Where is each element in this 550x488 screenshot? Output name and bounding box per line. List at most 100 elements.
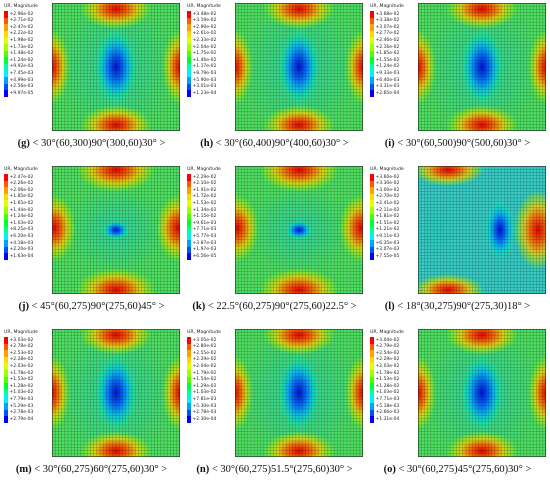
legend-value: +5.30e-03	[192, 403, 217, 409]
legend-swatch	[187, 356, 191, 364]
legend-value: +7.45e-03	[9, 70, 34, 76]
legend-swatch	[4, 409, 8, 417]
legend-value: +2.26e-02	[9, 181, 34, 187]
legend-swatch	[370, 90, 374, 97]
contour-panel-h: UR, Magnitude +3.48e-02 +3.19e-02 +2.90e-02…	[183, 0, 366, 162]
legend-value: +2.04e-02	[192, 363, 217, 369]
legend-swatch	[370, 37, 374, 44]
legend-swatch	[187, 187, 191, 194]
legend-value: +1.03e-02	[192, 390, 217, 396]
legend-value: +1.23e-04	[192, 90, 217, 96]
legend-swatch	[370, 220, 374, 227]
legend-value: +2.33e-02	[192, 37, 217, 43]
contour-mesh-plot	[235, 329, 363, 457]
legend-swatch	[187, 343, 191, 351]
panel-layup-text: < 30°(60,275)45°(275,60)30° >	[398, 464, 532, 475]
legend-value: +3.05e-02	[192, 337, 217, 343]
legend-swatch	[370, 246, 374, 254]
legend-swatch	[187, 370, 191, 377]
contour-panel-o: UR, Magnitude +3.04e-02 +2.79e-02 +2.54e-02…	[366, 326, 549, 488]
legend-value: +1.85e-02	[375, 51, 400, 57]
legend-value: +9.97e-05	[9, 90, 34, 96]
legend-swatch	[4, 396, 8, 403]
contour-panel-k: UR, Magnitude +2.29e-02 +2.10e-02 +1.91e-02…	[183, 163, 366, 325]
legend-value: +2.78e-03	[9, 410, 34, 416]
legend-title: UR, Magnitude	[370, 330, 404, 335]
legend-title: UR, Magnitude	[187, 167, 221, 172]
legend-swatch	[370, 193, 374, 201]
legend-swatch	[370, 77, 374, 84]
legend-value: +1.78e-02	[375, 370, 400, 376]
legend-swatch	[187, 24, 191, 31]
legend-value: +2.78e-02	[9, 344, 34, 350]
legend-value: +2.53e-02	[9, 350, 34, 356]
legend-value: +1.24e-02	[375, 64, 400, 70]
legend-swatch	[370, 11, 374, 18]
legend-value: +1.73e-02	[9, 44, 34, 50]
legend-swatch	[370, 213, 374, 221]
legend-swatch	[187, 240, 191, 247]
legend-swatch	[370, 389, 374, 397]
legend-swatch	[4, 246, 8, 254]
legend-value: +5.77e-03	[192, 233, 217, 239]
legend-value: +1.34e-02	[192, 207, 217, 213]
panel-caption: (h) < 30°(60,400)90°(400,60)30° >	[183, 138, 366, 149]
legend: UR, Magnitude +3.03e-02 +2.78e-02 +2.53e-02…	[4, 330, 52, 442]
legend-value: +1.53e-02	[192, 200, 217, 206]
legend-swatch	[187, 44, 191, 51]
legend-value: +2.70e-02	[375, 194, 400, 200]
legend-swatch	[187, 30, 191, 38]
panel-layup-text: < 22.5°(60,275)90°(275,60)22.5° >	[207, 301, 357, 312]
legend-swatch	[4, 370, 8, 377]
legend-swatch	[187, 200, 191, 207]
legend-swatch	[370, 383, 374, 390]
panel-layup-text: < 30°(60,300)90°(300,60)30° >	[32, 138, 166, 149]
legend-swatch	[187, 83, 191, 91]
legend-value: +1.65e-02	[9, 200, 34, 206]
legend-swatch	[4, 233, 8, 240]
legend-swatch	[187, 246, 191, 254]
legend-value: +1.53e-02	[375, 377, 400, 383]
legend-swatch	[4, 383, 8, 390]
legend-swatch	[4, 50, 8, 58]
panel-layup-text: < 45°(60,275)90°(275,60)45° >	[31, 301, 165, 312]
legend-swatch	[4, 44, 8, 51]
legend-value: +1.63e-04	[9, 253, 34, 259]
legend-value: +2.90e-02	[192, 24, 217, 30]
legend-swatch	[370, 396, 374, 403]
legend-swatch	[370, 207, 374, 214]
panel-label: (h)	[200, 138, 214, 149]
legend-value: +1.51e-02	[375, 220, 400, 226]
contour-panel-l: UR, Magnitude +3.60e-02 +3.30e-02 +3.00e-02…	[366, 163, 549, 325]
legend-swatch	[370, 356, 374, 364]
legend-value: +1.98e-02	[9, 37, 34, 43]
legend-swatch	[187, 213, 191, 221]
legend-swatch	[370, 343, 374, 351]
legend-value: +7.71e-03	[192, 227, 217, 233]
legend-swatch	[4, 343, 8, 351]
panel-label: (g)	[17, 138, 30, 149]
legend-value: +1.15e-02	[192, 214, 217, 220]
legend-value: +6.40e-03	[375, 77, 400, 83]
legend-swatch	[370, 403, 374, 410]
legend-swatch	[187, 11, 191, 18]
legend-value: +1.31e-04	[375, 416, 400, 422]
legend-swatch	[187, 37, 191, 44]
legend-value: +2.77e-02	[375, 31, 400, 37]
panel-caption: (m) < 30°(60,275)60°(275,60)30° >	[0, 464, 183, 475]
legend-value: +2.11e-02	[375, 207, 400, 213]
legend-swatch	[4, 389, 8, 397]
legend-value: +2.20e-03	[9, 247, 34, 253]
legend-swatch	[370, 363, 374, 370]
legend-value: +1.28e-02	[9, 383, 34, 389]
panel-label: (j)	[18, 301, 29, 312]
legend-value: +9.33e-03	[375, 70, 400, 76]
legend-value: +1.81e-02	[375, 214, 400, 220]
panel-caption: (o) < 30°(60,275)45°(275,60)30° >	[366, 464, 549, 475]
legend-value: +3.03e-02	[9, 337, 34, 343]
legend-swatch	[187, 226, 191, 234]
legend-value: +3.60e-02	[375, 174, 400, 180]
legend-value: +2.29e-02	[375, 357, 400, 363]
legend-swatch	[187, 90, 191, 97]
legend-value: +1.24e-02	[9, 57, 34, 63]
